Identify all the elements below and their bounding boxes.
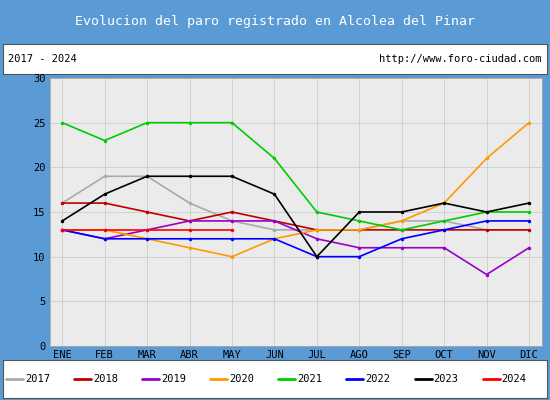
- Text: 2022: 2022: [366, 374, 390, 384]
- Text: 2017 - 2024: 2017 - 2024: [8, 54, 77, 64]
- Text: 2024: 2024: [502, 374, 527, 384]
- Text: 2019: 2019: [161, 374, 186, 384]
- Text: 2018: 2018: [94, 374, 118, 384]
- Text: 2017: 2017: [25, 374, 50, 384]
- Text: 2021: 2021: [298, 374, 322, 384]
- Text: Evolucion del paro registrado en Alcolea del Pinar: Evolucion del paro registrado en Alcolea…: [75, 14, 475, 28]
- Text: 2020: 2020: [229, 374, 255, 384]
- Text: http://www.foro-ciudad.com: http://www.foro-ciudad.com: [379, 54, 542, 64]
- Text: 2023: 2023: [433, 374, 459, 384]
